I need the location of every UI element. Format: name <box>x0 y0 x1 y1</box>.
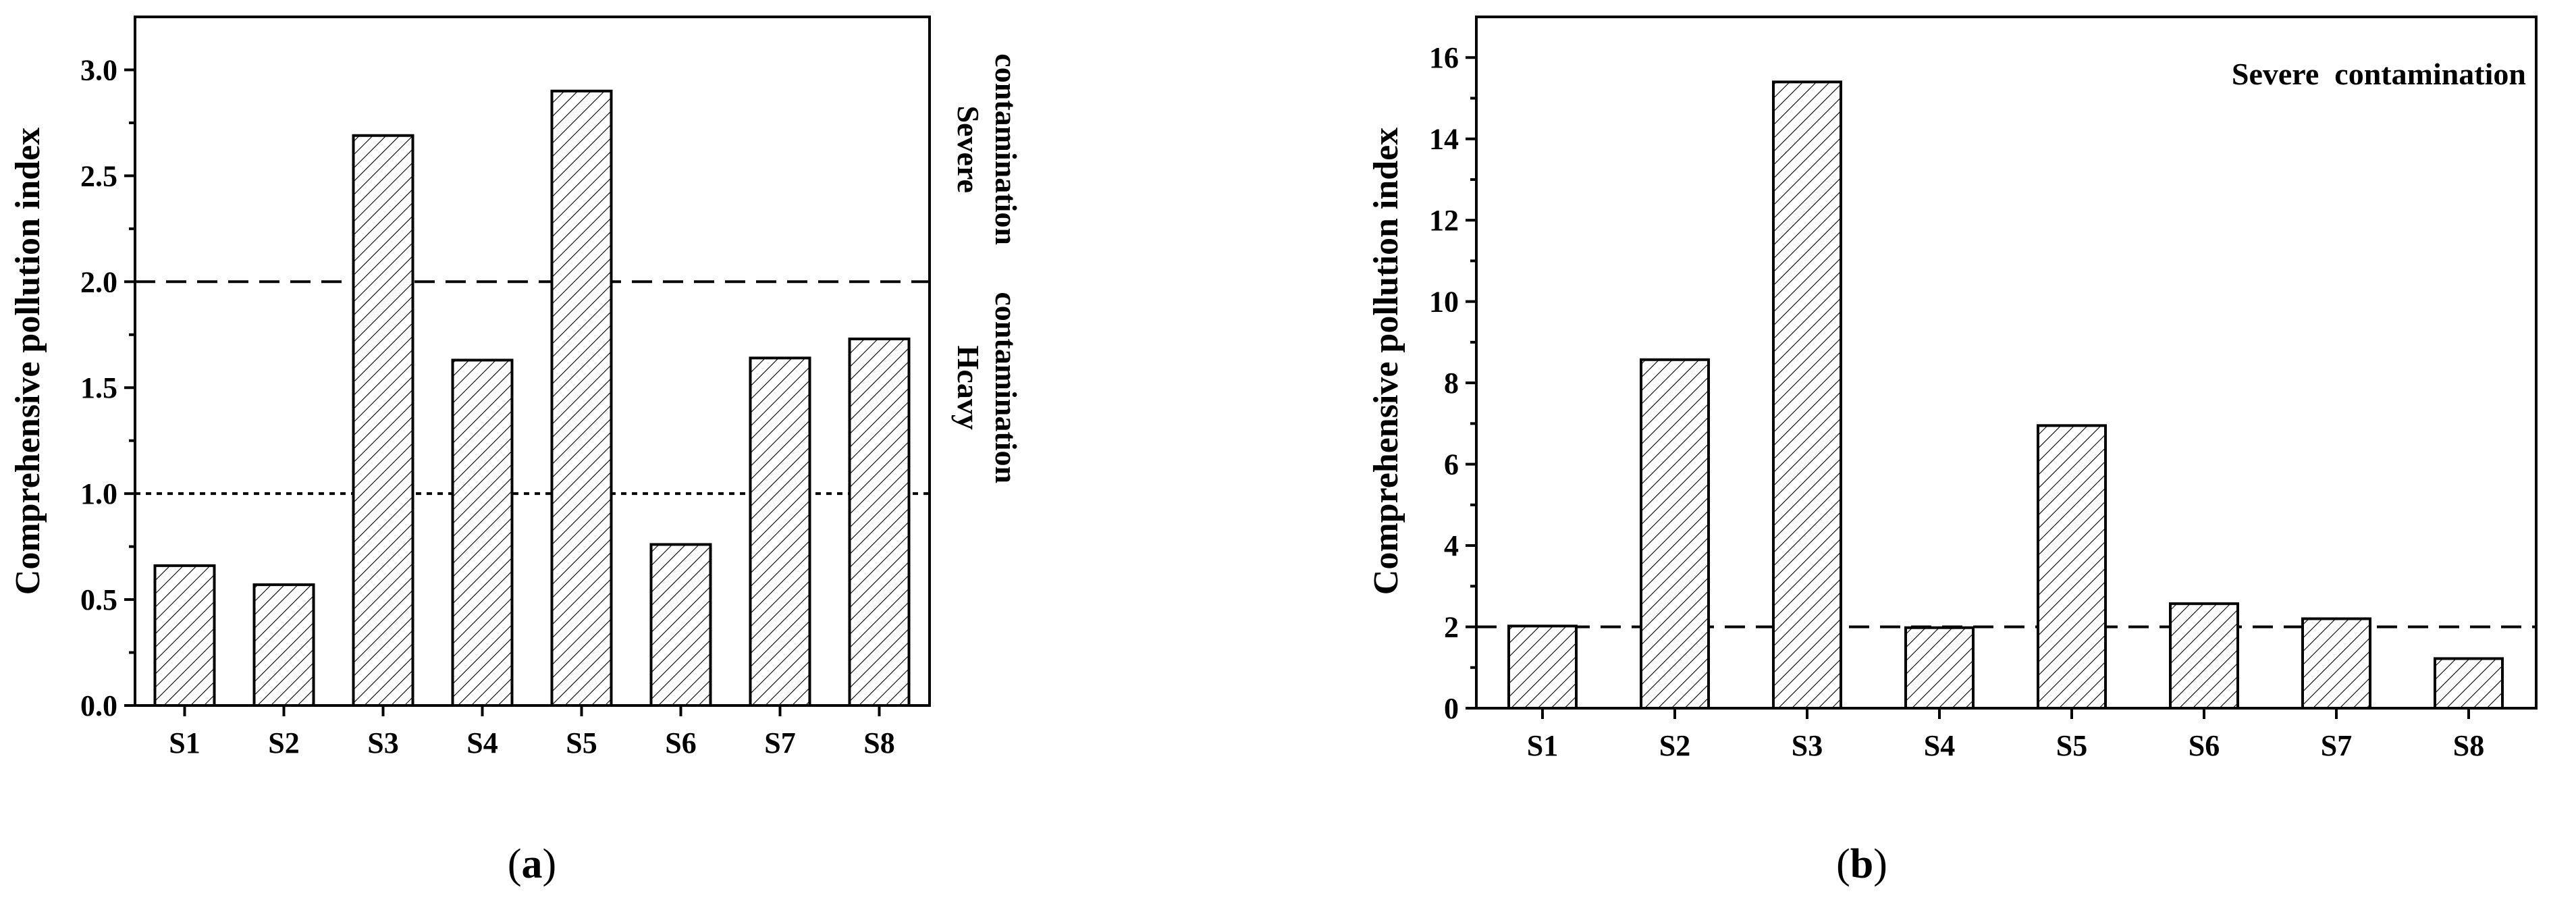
y-axis-ticks-b: 0 2 4 6 8 10 12 14 16 <box>1429 41 1476 725</box>
x-axis-ticks-a: S1 S2 S3 S4 S5 S6 S7 S8 <box>169 705 895 760</box>
bar-s4 <box>1904 626 1975 710</box>
y-tick-label: 1.5 <box>80 371 117 404</box>
x-tick-label: S8 <box>2453 729 2484 762</box>
y-tick-label: 12 <box>1429 204 1459 237</box>
x-tick-label: S2 <box>268 726 299 760</box>
bar-s2 <box>1640 358 1710 710</box>
right-annotation-line: contamination <box>989 292 1023 483</box>
bars-a <box>153 89 911 708</box>
bar-s3 <box>352 134 414 707</box>
panel-letter-b: b <box>1850 841 1873 887</box>
bar-s3 <box>1772 80 1842 710</box>
panel-label-a: (a) <box>508 841 556 887</box>
x-tick-label: S5 <box>566 726 597 760</box>
bar-s8 <box>2434 657 2504 710</box>
right-annotation-line: Severe <box>951 105 986 192</box>
y-tick-label: 1.0 <box>80 477 117 510</box>
y-tick-label: 0 <box>1444 692 1459 725</box>
chart-panel-a: 0.0 0.5 1.0 1.5 2.0 2.5 3.0 S1 S2 S3 S4 S5 S6 S7 S8 S… <box>9 16 1023 887</box>
plot-frame-b <box>1475 16 2538 710</box>
x-tick-label: S3 <box>367 726 398 760</box>
panel-label-b: (b) <box>1836 841 1887 887</box>
y-axis-ticks-a: 0.0 0.5 1.0 1.5 2.0 2.5 3.0 <box>80 53 135 722</box>
y-tick-label: 2.0 <box>80 265 117 298</box>
plot-frame-a <box>134 16 931 707</box>
y-tick-label: 3.0 <box>80 53 117 86</box>
x-tick-label: S8 <box>863 726 894 760</box>
bar-s1 <box>153 564 216 707</box>
panel-letter-a: a <box>522 841 543 887</box>
y-tick-label: 2 <box>1444 611 1459 644</box>
x-tick-label: S1 <box>1527 729 1558 762</box>
bar-s7 <box>2301 617 2371 710</box>
severe-contamination-annotation-b: Severe contamination <box>2232 57 2526 91</box>
bar-s4 <box>451 358 514 708</box>
x-axis-ticks-b: S1 S2 S3 S4 S5 S6 S7 S8 <box>1527 708 2484 762</box>
y-tick-label: 6 <box>1444 448 1459 481</box>
x-tick-label: S4 <box>466 726 498 760</box>
x-tick-label: S4 <box>1924 729 1955 762</box>
x-tick-label: S7 <box>2321 729 2352 762</box>
y-tick-label: 0.5 <box>80 583 117 616</box>
bar-s8 <box>848 338 911 707</box>
bar-s7 <box>749 356 811 707</box>
x-tick-label: S6 <box>665 726 696 760</box>
bar-s5 <box>550 89 613 708</box>
bar-s6 <box>2169 602 2239 710</box>
x-tick-label: S6 <box>2189 729 2220 762</box>
y-tick-label: 8 <box>1444 367 1459 400</box>
bar-s1 <box>1507 624 1578 710</box>
y-tick-label: 4 <box>1444 529 1459 562</box>
right-annotation-line: Hcavy <box>951 346 986 430</box>
y-tick-label: 0.0 <box>80 689 117 722</box>
bars-b <box>1507 80 2504 710</box>
y-tick-label: 14 <box>1429 123 1459 156</box>
y-axis-label-a: Comprehensive pollution index <box>9 128 47 595</box>
y-tick-label: 16 <box>1429 41 1459 74</box>
x-tick-label: S2 <box>1659 729 1690 762</box>
right-annotation-line: contamination <box>989 53 1023 245</box>
y-axis-label-b: Comprehensive pollution index <box>1367 128 1405 595</box>
x-tick-label: S3 <box>1792 729 1823 762</box>
bar-s2 <box>252 583 315 707</box>
x-tick-label: S5 <box>2056 729 2087 762</box>
bar-s6 <box>649 543 712 707</box>
y-tick-label: 10 <box>1429 286 1459 319</box>
x-tick-label: S1 <box>169 726 200 760</box>
bar-s5 <box>2037 424 2107 710</box>
chart-panel-b: 0 2 4 6 8 10 12 14 16 S1 S2 S3 S4 S5 S6 S7 S8 Severe co… <box>1367 16 2538 887</box>
y-tick-label: 2.5 <box>80 159 117 192</box>
x-tick-label: S7 <box>764 726 795 760</box>
